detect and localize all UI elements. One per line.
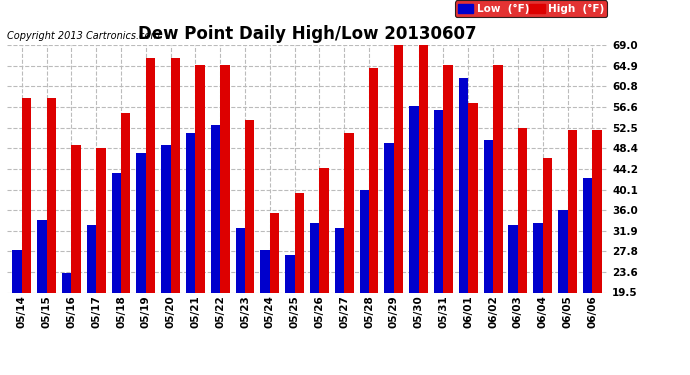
Legend: Low  (°F), High  (°F): Low (°F), High (°F) [455,0,607,17]
Bar [22,98,31,375]
Bar [509,225,518,375]
Bar [484,140,493,375]
Bar [310,222,319,375]
Bar [112,172,121,375]
Bar [71,145,81,375]
Bar [394,42,403,375]
Bar [469,102,477,375]
Bar [245,120,255,375]
Bar [285,255,295,375]
Bar [533,222,543,375]
Bar [295,192,304,375]
Bar [161,145,170,375]
Bar [211,125,220,375]
Bar [444,65,453,375]
Bar [37,220,47,375]
Text: Copyright 2013 Cartronics.com: Copyright 2013 Cartronics.com [7,32,160,41]
Bar [543,158,552,375]
Bar [459,78,469,375]
Bar [235,228,245,375]
Bar [146,57,155,375]
Bar [186,132,195,375]
Bar [567,130,577,375]
Bar [558,210,567,375]
Bar [583,177,592,375]
Bar [434,110,444,375]
Bar [369,68,379,375]
Bar [137,153,146,375]
Bar [409,106,419,375]
Bar [335,228,344,375]
Bar [419,42,428,375]
Bar [592,130,602,375]
Bar [260,250,270,375]
Bar [344,132,354,375]
Bar [359,190,369,375]
Bar [220,65,230,375]
Bar [96,147,106,375]
Title: Dew Point Daily High/Low 20130607: Dew Point Daily High/Low 20130607 [138,26,476,44]
Bar [195,65,205,375]
Bar [518,128,527,375]
Bar [319,168,329,375]
Bar [87,225,96,375]
Bar [493,65,502,375]
Bar [384,142,394,375]
Bar [12,250,22,375]
Bar [270,213,279,375]
Bar [47,98,56,375]
Bar [121,112,130,375]
Bar [62,273,71,375]
Bar [170,57,180,375]
